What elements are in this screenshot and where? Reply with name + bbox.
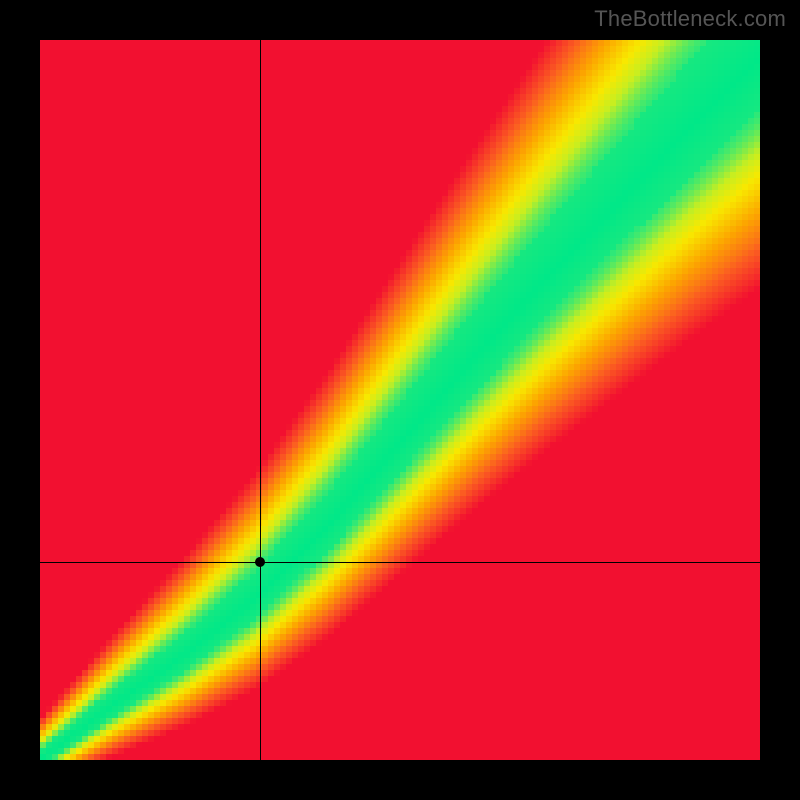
crosshair-horizontal	[40, 562, 760, 563]
bottleneck-heatmap	[40, 40, 760, 760]
watermark-text: TheBottleneck.com	[594, 6, 786, 32]
plot-area	[40, 40, 760, 760]
crosshair-vertical	[260, 40, 261, 760]
crosshair-marker[interactable]	[255, 557, 265, 567]
